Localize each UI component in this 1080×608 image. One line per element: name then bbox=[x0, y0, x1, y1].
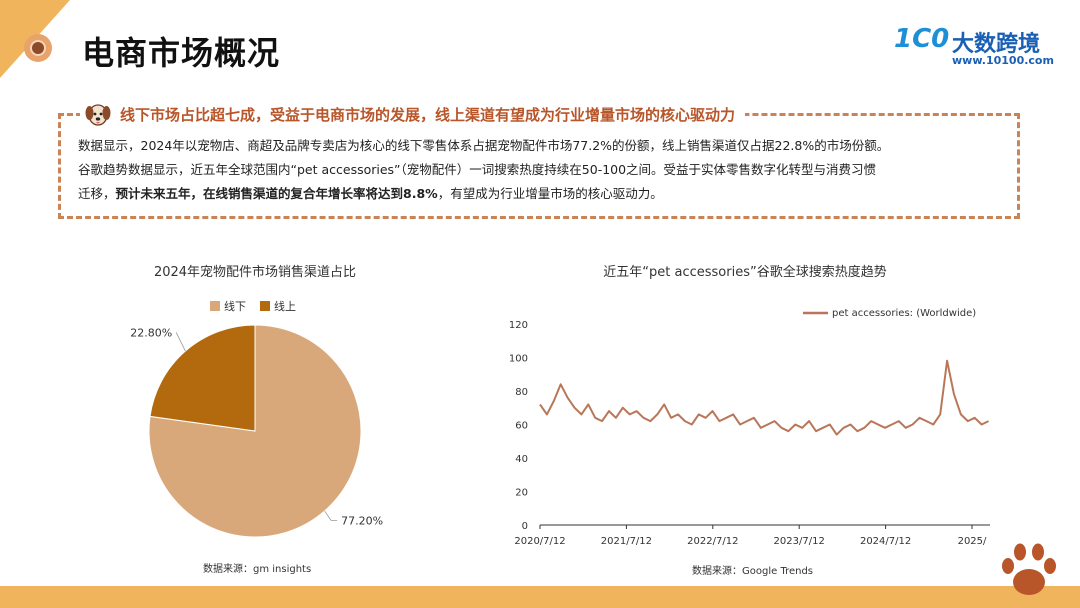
pie-leader-line bbox=[175, 332, 186, 352]
info-body: 数据显示，2024年以宠物店、商超及品牌专卖店为核心的线下零售体系占据宠物配件市… bbox=[78, 134, 1008, 206]
circle-dot-icon bbox=[24, 34, 52, 62]
y-tick-label: 40 bbox=[515, 454, 528, 465]
pie-leader-line bbox=[324, 510, 338, 521]
line-source: 数据来源：Google Trends bbox=[692, 566, 814, 577]
pie-data-label: 22.80% bbox=[130, 326, 172, 339]
line-chart-title: 近五年“pet accessories”谷歌全球搜索热度趋势 bbox=[603, 265, 887, 280]
x-tick-label: 2021/7/12 bbox=[601, 536, 652, 547]
pie-slice-offline bbox=[148, 324, 362, 538]
page-title: 电商市场概况 bbox=[82, 34, 281, 72]
info-line-2: 谷歌趋势数据显示，近五年全球范围内“pet accessories”（宠物配件）… bbox=[78, 162, 877, 177]
x-tick-label: 2022/7/12 bbox=[687, 536, 738, 547]
y-tick-label: 100 bbox=[509, 354, 528, 365]
y-tick-label: 60 bbox=[515, 421, 528, 432]
x-tick-label: 2020/7/12 bbox=[514, 536, 565, 547]
x-tick-label: 2024/7/12 bbox=[860, 536, 911, 547]
pie-slice-online bbox=[149, 324, 256, 432]
info-heading-text: 线下市场占比超七成，受益于电商市场的发展，线上渠道有望成为行业增量市场的核心驱动… bbox=[120, 105, 736, 124]
y-tick-label: 20 bbox=[515, 488, 528, 499]
legend-item-offline: 线下 bbox=[210, 298, 246, 314]
x-tick-label: 2023/7/12 bbox=[774, 536, 825, 547]
legend-label: pet accessories: (Worldwide) bbox=[832, 308, 976, 319]
pie-chart: 77.20% 22.80% bbox=[130, 324, 383, 538]
info-line-3-suffix: ，有望成为行业增量市场的核心驱动力。 bbox=[437, 186, 663, 201]
pie-data-label: 77.20% bbox=[341, 514, 383, 527]
y-tick-label: 80 bbox=[515, 387, 528, 398]
legend-item-online: 线上 bbox=[260, 298, 296, 314]
pie-source: 数据来源：gm insights bbox=[203, 564, 312, 575]
info-line-1: 数据显示，2024年以宠物店、商超及品牌专卖店为核心的线下零售体系占据宠物配件市… bbox=[78, 138, 890, 153]
pie-legend: 线下 线上 bbox=[210, 298, 296, 314]
paw-icon bbox=[1002, 543, 1056, 595]
y-tick-label: 120 bbox=[509, 320, 528, 331]
bottom-bar bbox=[0, 586, 1080, 608]
y-tick-label: 0 bbox=[522, 521, 528, 532]
x-tick-label: 2025/ bbox=[958, 536, 987, 547]
info-line-3-bold: 预计未来五年，在线销售渠道的复合年增长率将达到8.8% bbox=[115, 186, 438, 201]
legend-label-offline: 线下 bbox=[224, 300, 246, 313]
legend-label-online: 线上 bbox=[274, 300, 296, 313]
logo-name: 大数跨境 bbox=[952, 32, 1041, 57]
brand-logo: 1C0 大数跨境 www.10100.com bbox=[894, 24, 1054, 68]
line-chart: 0 20 40 60 80 100 120 2020/7/12 2021/7/12 2022/7/… bbox=[509, 308, 990, 547]
info-line-3-prefix: 迁移， bbox=[78, 186, 116, 201]
info-heading: 线下市场占比超七成，受益于电商市场的发展，线上渠道有望成为行业增量市场的核心驱动… bbox=[80, 99, 746, 129]
logo-url: www.10100.com bbox=[952, 54, 1054, 67]
pie-chart-title: 2024年宠物配件市场销售渠道占比 bbox=[153, 265, 357, 280]
series-line-pet-accessories bbox=[539, 359, 989, 436]
info-line-3: 迁移，预计未来五年，在线销售渠道的复合年增长率将达到8.8%，有望成为行业增量市… bbox=[78, 182, 1008, 206]
logo-mark: 1C0 bbox=[894, 24, 950, 54]
dog-icon bbox=[85, 104, 111, 126]
